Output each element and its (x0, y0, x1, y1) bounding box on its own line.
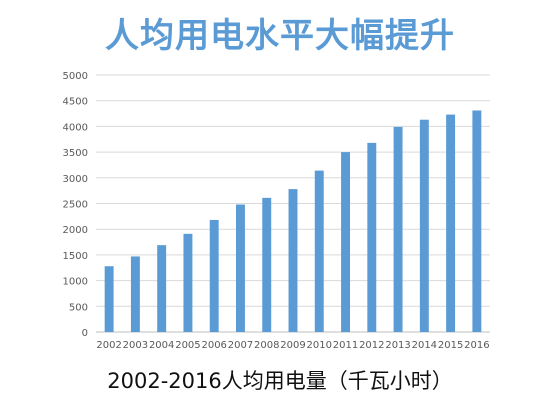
y-axis-ticks: 0 500 1000 1500 2000 2500 3000 3500 4000 4500 5000 (63, 71, 88, 339)
bar-2014 (419, 119, 429, 332)
y-tick-label: 2000 (63, 225, 88, 236)
x-tick-label: 2011 (333, 340, 358, 351)
x-tick-label: 2016 (464, 340, 489, 351)
bar-2004 (157, 245, 167, 332)
bar-2008 (262, 197, 272, 332)
x-tick-label: 2002 (96, 340, 121, 351)
bar-2016 (472, 110, 482, 332)
bar-2011 (341, 152, 350, 332)
y-tick-label: 4500 (63, 97, 88, 108)
y-tick-label: 5000 (63, 71, 88, 82)
bar-2002 (104, 266, 114, 332)
bar-2006 (209, 219, 219, 332)
x-tick-label: 2013 (385, 340, 410, 351)
y-tick-label: 3000 (63, 174, 88, 185)
y-tick-label: 2500 (63, 200, 88, 211)
bar-2013 (393, 126, 403, 332)
x-tick-label: 2008 (254, 340, 279, 351)
bar-2009 (288, 189, 298, 332)
y-tick-label: 1500 (63, 251, 88, 262)
bar-2015 (446, 114, 456, 332)
bar-2007 (236, 204, 245, 332)
y-tick-label: 0 (82, 328, 88, 339)
bar-2003 (130, 256, 140, 332)
y-tick-label: 500 (69, 302, 88, 313)
chart-caption: 2002-2016人均用电量（千瓦小时） (107, 369, 453, 393)
x-tick-label: 2006 (201, 340, 226, 351)
x-tick-label: 2010 (307, 340, 332, 351)
y-tick-label: 1000 (63, 277, 88, 288)
x-tick-label: 2005 (175, 340, 200, 351)
x-tick-label: 2003 (123, 340, 148, 351)
x-tick-label: 2014 (412, 340, 437, 351)
chart-title: 人均用电水平大幅提升 (105, 16, 455, 56)
bar-2010 (314, 170, 324, 332)
x-tick-label: 2004 (149, 340, 174, 351)
x-tick-label: 2012 (359, 340, 384, 351)
x-tick-label: 2007 (228, 340, 253, 351)
x-axis-ticks: 2002 2003 2004 2005 2006 2007 2008 2009 2010 2011… (96, 340, 489, 351)
bar-2012 (367, 142, 377, 332)
x-tick-label: 2015 (438, 340, 463, 351)
x-tick-label: 2009 (280, 340, 305, 351)
y-tick-label: 3500 (63, 148, 88, 159)
bars (104, 110, 482, 332)
bar-2005 (183, 233, 193, 332)
y-tick-label: 4000 (63, 122, 88, 133)
